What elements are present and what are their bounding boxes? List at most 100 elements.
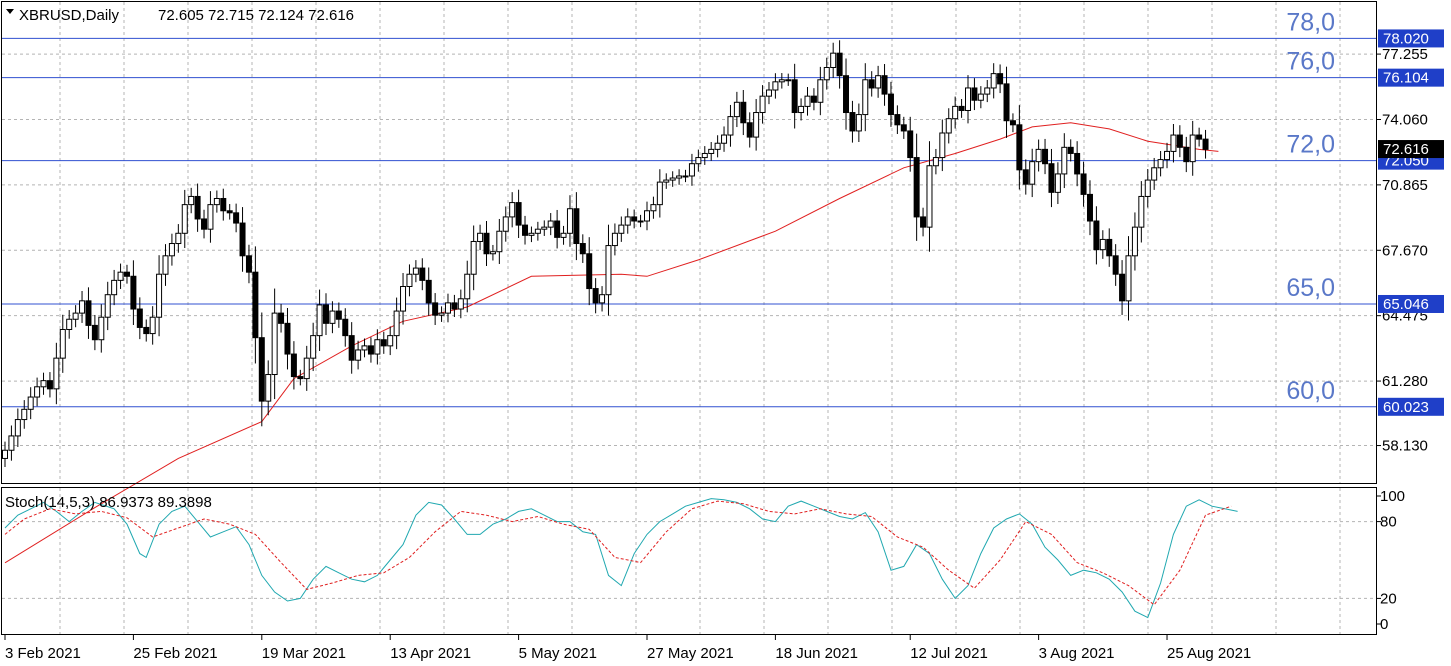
x-tick-label: 18 Jun 2021 [775,645,858,662]
x-tick-label: 25 Aug 2021 [1167,645,1251,662]
candle-body [541,226,548,230]
candle-body [843,75,850,114]
level-label: 76,0 [1286,48,1335,76]
candle-body [245,255,252,273]
candle-body [977,93,984,101]
candle-body [149,316,156,335]
candle-body [46,380,53,390]
candle-body [522,224,529,236]
candle-body [21,408,28,421]
candle-body [714,142,721,150]
candle-body [708,148,715,154]
candle-body [111,279,118,296]
candle-body [432,302,439,316]
candle-body [220,197,227,212]
price-axis: 58.13061.28064.47567.67070.86574.06077.2… [1376,46,1428,633]
ohlc-values: 72.605 72.715 72.124 72.616 [158,7,354,24]
candle-body [920,216,927,228]
level-price-tag [1378,294,1444,313]
candle-body [1016,124,1023,171]
candle-body [810,95,817,103]
main-grid [2,2,1376,483]
candle-body [599,294,606,304]
candle-body [2,449,8,459]
candle-body [297,376,304,380]
candle-body [984,87,991,95]
candle-body [1022,169,1029,185]
candle-body [1131,226,1138,257]
candle-body [66,318,73,330]
candle-body [695,157,702,165]
candle-body [1125,255,1132,302]
candle-body [733,101,740,118]
candle-body [663,179,670,183]
candle-body [1112,255,1119,275]
candle-body [932,157,939,167]
stoch-tick-label: 20 [1380,590,1397,607]
candle-body [1067,146,1074,154]
x-tick-label: 3 Feb 2021 [5,645,81,662]
candle-body [117,271,124,281]
moving-average-line [4,122,1219,564]
stoch-tick-label: 100 [1380,488,1405,505]
candle-body [451,302,458,310]
candle-body [104,294,111,318]
candle-body [425,279,432,304]
candle-body [226,210,233,214]
candle-body [303,357,310,380]
candle-body [836,52,843,77]
stoch-d-line [4,500,1232,606]
candle-body [239,222,246,257]
candle-body [323,304,329,324]
candle-body [862,79,869,116]
candle-body [464,273,471,300]
candle-body [939,132,946,159]
candle-body [855,114,862,132]
candle-body [14,419,21,437]
candle-body [85,300,92,326]
candle-body [952,105,959,120]
candle-body [489,251,496,255]
candle-body [772,81,779,91]
candle-body [1170,134,1177,152]
candle-body [79,300,86,314]
candle-body [631,216,638,222]
candle-body [618,224,625,234]
level-label: 72,0 [1286,131,1335,159]
candle-body [676,175,683,179]
candle-body [765,89,772,97]
candle-body [515,202,522,226]
x-tick-label: 19 Mar 2021 [262,645,346,662]
candle-body [528,232,535,236]
candle-body [188,195,195,206]
candle-body [207,204,214,230]
candle-body [656,181,663,206]
candle-body [98,316,105,341]
candle-body [201,218,208,230]
current-price-label: 72.616 [1383,141,1429,158]
candle-body [798,105,805,114]
candle-body [913,157,920,218]
moving-average [4,122,1219,564]
candle-body [887,93,894,116]
candle-body [830,52,837,68]
dropdown-arrow-icon[interactable] [6,9,14,14]
candle-body [971,87,978,101]
candle-body [1029,161,1036,185]
candle-body [586,253,593,290]
level-price-label: 65.046 [1383,296,1429,313]
candle-body [958,105,965,111]
candle-body [900,124,907,132]
candle-body [791,79,798,114]
stoch-k-line [4,498,1238,619]
candle-body [1080,173,1087,195]
stoch-grid [2,488,1376,634]
y-tick-label: 58.130 [1382,438,1428,455]
candle-body [290,353,297,378]
candle-body [1164,150,1171,161]
y-tick-label: 74.060 [1382,111,1428,128]
candle-body [1099,238,1106,251]
candle-body [53,357,60,390]
candle-body [502,216,509,232]
candle-body [470,240,477,275]
